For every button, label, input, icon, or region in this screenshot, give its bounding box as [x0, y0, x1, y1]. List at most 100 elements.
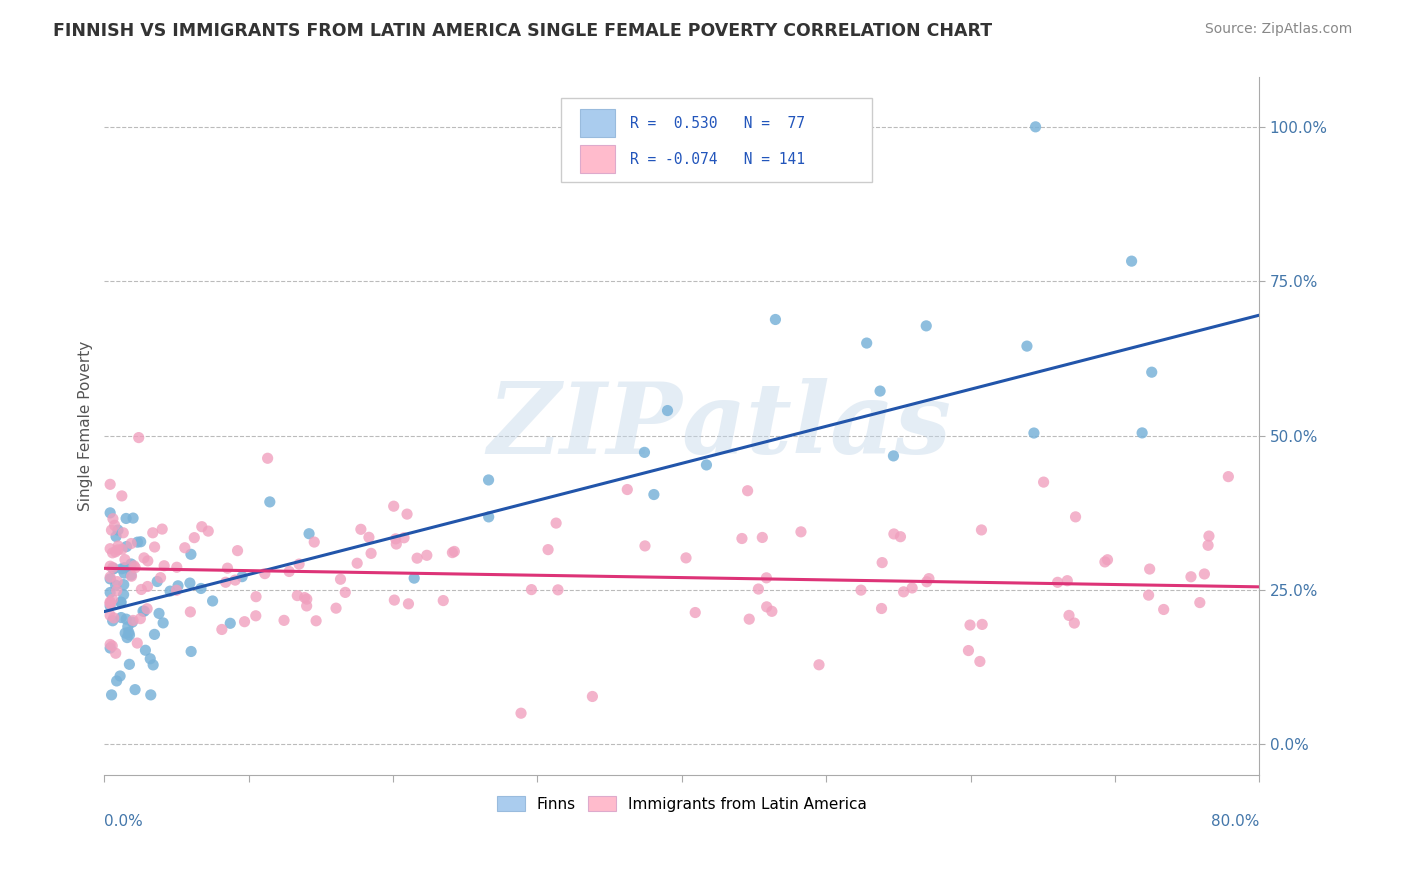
Point	[416, 549, 439, 563]
Point	[477, 473, 499, 487]
Point	[105, 583, 128, 598]
Point	[98, 570, 121, 584]
Point	[219, 616, 242, 631]
Point	[98, 559, 121, 574]
Point	[166, 583, 188, 598]
Point	[136, 580, 159, 594]
Point	[101, 592, 124, 607]
Point	[1197, 538, 1219, 552]
Point	[357, 530, 380, 544]
Point	[755, 571, 778, 585]
Point	[101, 546, 124, 560]
Point	[288, 557, 311, 571]
Point	[98, 506, 121, 520]
Point	[115, 511, 138, 525]
Point	[114, 560, 136, 574]
Point	[855, 336, 877, 351]
Point	[98, 608, 121, 623]
Point	[350, 522, 373, 536]
Point	[136, 554, 159, 568]
Point	[1139, 562, 1161, 576]
Point	[211, 623, 233, 637]
Text: 0.0%: 0.0%	[104, 814, 143, 829]
Point	[1130, 425, 1153, 440]
Point	[101, 639, 124, 653]
Point	[139, 652, 162, 666]
Point	[153, 558, 176, 573]
Point	[111, 562, 134, 576]
Point	[98, 595, 121, 609]
Point	[1153, 602, 1175, 616]
Point	[285, 589, 308, 603]
Point	[134, 604, 156, 618]
Point	[121, 615, 143, 629]
Point	[132, 550, 155, 565]
Text: Source: ZipAtlas.com: Source: ZipAtlas.com	[1205, 22, 1353, 37]
Point	[915, 318, 938, 333]
Point	[143, 627, 166, 641]
Point	[111, 542, 134, 557]
Point	[893, 584, 915, 599]
Point	[152, 615, 174, 630]
Y-axis label: Single Female Poverty: Single Female Poverty	[79, 341, 93, 511]
Point	[1022, 425, 1045, 440]
Point	[1015, 339, 1038, 353]
Point	[382, 593, 405, 607]
Point	[747, 582, 769, 596]
Point	[142, 657, 165, 672]
Point	[683, 606, 706, 620]
Point	[392, 531, 415, 545]
FancyBboxPatch shape	[561, 98, 872, 182]
Point	[112, 525, 135, 540]
Point	[761, 604, 783, 618]
Point	[112, 577, 135, 591]
Point	[918, 572, 941, 586]
Point	[98, 572, 121, 586]
Point	[112, 566, 135, 580]
Point	[103, 611, 125, 625]
Point	[191, 519, 214, 533]
Point	[406, 551, 429, 566]
Point	[117, 620, 139, 634]
Text: FINNISH VS IMMIGRANTS FROM LATIN AMERICA SINGLE FEMALE POVERTY CORRELATION CHART: FINNISH VS IMMIGRANTS FROM LATIN AMERICA…	[53, 22, 993, 40]
Point	[110, 595, 132, 609]
Point	[1032, 475, 1054, 489]
Point	[869, 384, 891, 398]
Point	[122, 511, 145, 525]
Point	[396, 507, 419, 521]
Point	[110, 595, 132, 609]
Point	[124, 682, 146, 697]
Point	[150, 522, 173, 536]
Point	[98, 640, 121, 655]
Text: R = -0.074   N = 141: R = -0.074 N = 141	[630, 152, 804, 167]
Point	[382, 499, 405, 513]
Point	[104, 518, 127, 533]
Point	[901, 581, 924, 595]
Point	[737, 483, 759, 498]
Point	[98, 585, 121, 599]
Point	[104, 545, 127, 559]
Point	[115, 631, 138, 645]
Point	[107, 539, 129, 553]
Point	[120, 568, 142, 582]
Point	[124, 560, 146, 574]
Text: ZIP: ZIP	[486, 378, 682, 475]
Point	[180, 644, 202, 658]
Point	[122, 558, 145, 573]
Point	[103, 562, 125, 576]
Point	[1063, 615, 1085, 630]
Point	[970, 523, 993, 537]
Point	[675, 550, 697, 565]
Point	[404, 571, 426, 585]
Point	[107, 523, 129, 537]
Point	[231, 569, 253, 583]
Point	[1198, 529, 1220, 543]
Point	[1194, 566, 1216, 581]
Point	[478, 509, 501, 524]
Point	[98, 597, 121, 611]
Point	[122, 614, 145, 628]
Point	[101, 512, 124, 526]
Point	[972, 617, 994, 632]
Point	[179, 605, 201, 619]
Point	[305, 614, 328, 628]
